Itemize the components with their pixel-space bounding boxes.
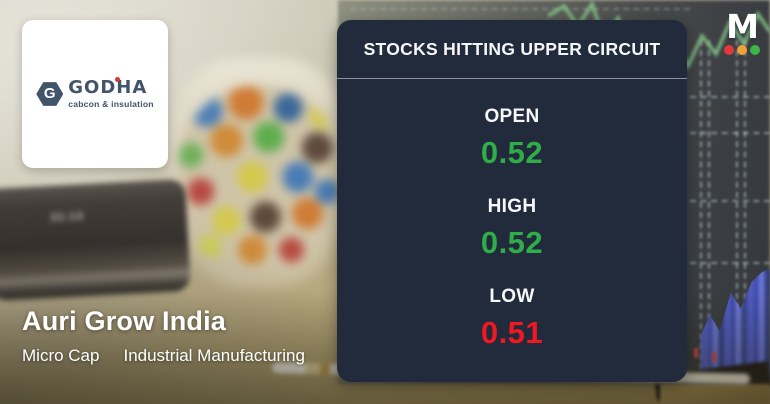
- stats-panel-body: OPEN 0.52 HIGH 0.52 LOW 0.51: [337, 79, 687, 382]
- stat-row-open: OPEN 0.52: [337, 106, 687, 171]
- stat-label: HIGH: [487, 195, 537, 217]
- stat-row-high: HIGH 0.52: [337, 196, 687, 261]
- brand-m-letter: M: [726, 7, 759, 46]
- godha-logo: G GODHA cabcon & insulation: [36, 77, 154, 109]
- stats-panel: STOCKS HITTING UPPER CIRCUIT OPEN 0.52 H…: [337, 20, 687, 382]
- chart-gridline-horizontal: [690, 262, 770, 264]
- stat-value: 0.52: [480, 224, 544, 260]
- stat-label: LOW: [489, 286, 535, 308]
- stat-value: 0.52: [480, 134, 544, 170]
- godha-monogram: G: [43, 85, 56, 103]
- chart-gridline-horizontal: [690, 132, 770, 134]
- chart-tick: [712, 352, 716, 362]
- stat-label: OPEN: [484, 105, 540, 127]
- company-logo-card: G GODHA cabcon & insulation: [22, 20, 168, 168]
- brand-logo: M: [720, 10, 764, 55]
- stats-panel-title: STOCKS HITTING UPPER CIRCUIT: [363, 38, 661, 59]
- chart-gridline-vertical: [700, 40, 702, 380]
- godha-hexagon-icon: G: [36, 82, 64, 106]
- stats-panel-header: STOCKS HITTING UPPER CIRCUIT: [337, 20, 687, 79]
- chart-gridline-horizontal: [690, 96, 770, 98]
- candies: [178, 86, 340, 268]
- company-meta: Micro Cap Industrial Manufacturing: [22, 346, 305, 366]
- industry-label: Industrial Manufacturing: [123, 346, 305, 365]
- brand-dot-orange: [737, 45, 747, 55]
- stat-value: 0.51: [480, 315, 544, 351]
- brand-dots: [720, 45, 764, 55]
- godha-wordmark: GODHA cabcon & insulation: [68, 77, 154, 109]
- phone: 21:13: [0, 178, 191, 302]
- godha-name: GODHA: [68, 77, 148, 99]
- brand-dot-green: [750, 45, 760, 55]
- market-cap-label: Micro Cap: [22, 346, 100, 365]
- desk-corner: [660, 384, 770, 404]
- footer-caption: Auri Grow India Micro Cap Industrial Man…: [22, 306, 305, 366]
- godha-tagline: cabcon & insulation: [68, 98, 154, 109]
- company-name: Auri Grow India: [22, 306, 227, 336]
- chart-gridline-horizontal: [690, 200, 770, 202]
- stat-row-low: LOW 0.51: [337, 286, 687, 351]
- brand-dot-red: [724, 45, 734, 55]
- phone-clock: 21:13: [50, 210, 85, 224]
- chart-tick: [694, 348, 698, 358]
